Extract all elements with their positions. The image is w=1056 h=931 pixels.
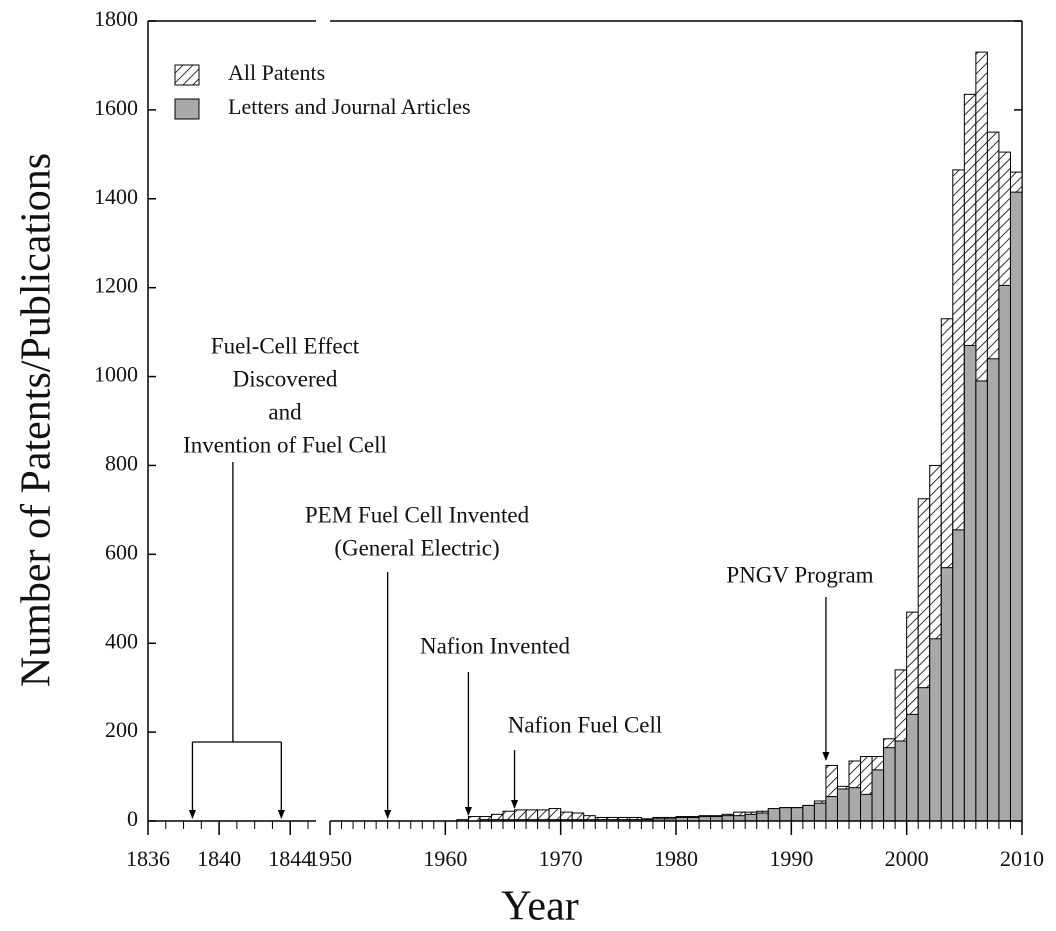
y-tick-label: 1400 — [94, 184, 138, 209]
article-bar — [998, 284, 1011, 822]
article-bar — [779, 807, 792, 822]
article-bar — [975, 380, 988, 822]
annotation: Nafion Invented — [420, 633, 571, 658]
article-bar — [963, 344, 977, 822]
y-tick-label: 1200 — [94, 273, 138, 298]
article-bar — [721, 815, 735, 822]
article-bar — [940, 567, 954, 822]
y-tick-label: 1600 — [94, 95, 138, 120]
annotation: Nafion Fuel Cell — [508, 712, 663, 737]
article-bar — [986, 358, 1000, 822]
article-bar — [848, 787, 862, 822]
x-axis-label: Year — [501, 884, 578, 930]
article-bar — [802, 804, 815, 822]
x-tick-label: 1990 — [769, 846, 813, 871]
annotation: Invention of Fuel Cell — [183, 432, 387, 457]
annotation: PEM Fuel Cell Invented — [305, 502, 530, 527]
annotation: PNGV Program — [726, 562, 873, 587]
article-bar — [756, 812, 769, 822]
x-tick-label: 1840 — [197, 846, 241, 871]
y-axis-label: Number of Patents/Publications — [14, 153, 60, 687]
x-tick-label: 2010 — [1000, 846, 1044, 871]
patent-bar — [548, 808, 562, 822]
x-tick-label: 1950 — [308, 846, 352, 871]
article-bar — [825, 796, 838, 822]
x-tick-label: 1960 — [423, 846, 467, 871]
article-bar — [894, 740, 908, 822]
legend-swatch — [174, 98, 200, 120]
annotation: Fuel-Cell Effect — [211, 333, 360, 358]
legend-label: All Patents — [228, 60, 325, 85]
y-tick-label: 1000 — [94, 362, 138, 387]
y-tick-label: 0 — [127, 806, 138, 831]
x-tick-label: 1970 — [539, 846, 583, 871]
y-tick-label: 800 — [105, 450, 138, 475]
article-bar — [813, 802, 827, 822]
legend-swatch — [174, 64, 200, 86]
article-bar — [871, 769, 885, 822]
article-bar — [917, 687, 931, 822]
annotation: and — [268, 399, 302, 424]
x-tick-label: 1844 — [268, 846, 312, 871]
x-tick-label: 2000 — [885, 846, 929, 871]
article-bar — [767, 808, 781, 822]
article-bar — [883, 747, 896, 822]
article-bar — [860, 793, 873, 822]
x-tick-label: 1836 — [126, 846, 170, 871]
annotation: Discovered — [233, 366, 338, 391]
annotation: (General Electric) — [334, 535, 499, 560]
article-bar — [929, 638, 942, 822]
article-bar — [836, 788, 850, 822]
y-tick-label: 200 — [105, 717, 138, 742]
article-bar — [906, 713, 919, 822]
article-bar — [1009, 191, 1023, 822]
article-bar — [744, 813, 758, 822]
article-bar — [733, 815, 746, 822]
y-tick-label: 600 — [105, 539, 138, 564]
article-bar — [952, 529, 965, 822]
y-tick-label: 400 — [105, 628, 138, 653]
y-tick-label: 1800 — [94, 6, 138, 31]
x-tick-label: 1980 — [654, 846, 698, 871]
legend-label: Letters and Journal Articles — [228, 94, 471, 119]
article-bar — [790, 807, 804, 822]
